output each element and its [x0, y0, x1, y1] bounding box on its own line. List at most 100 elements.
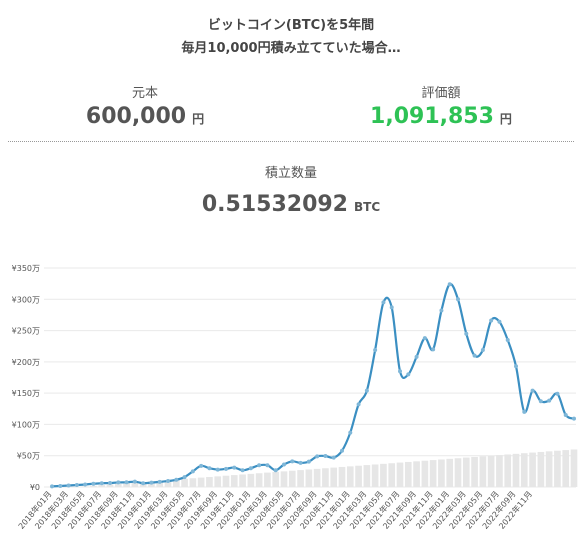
grid-layer [44, 267, 576, 488]
valuation-point [331, 455, 336, 460]
principal-bar [206, 476, 213, 487]
principal-bar [305, 469, 313, 487]
valuation-point [273, 468, 278, 473]
principal-bar [487, 455, 495, 487]
valuation-point [99, 481, 104, 486]
valuation-point [522, 409, 527, 414]
y-tick-label: ¥50万 [17, 452, 40, 461]
valuation-point [464, 331, 469, 336]
valuation-point [141, 481, 146, 486]
valuation-point [422, 336, 427, 341]
principal-bar [247, 473, 255, 487]
valuation-point [58, 483, 63, 488]
valuation-point [248, 466, 253, 471]
principal-number: 600,000 [85, 104, 187, 129]
principal-unit: 円 [192, 112, 205, 126]
valuation-point [182, 475, 187, 480]
principal-bar [297, 470, 304, 487]
principal-bar [512, 453, 520, 487]
valuation-point [166, 479, 170, 484]
principal-bar [454, 458, 462, 487]
principal-bar [313, 468, 321, 487]
valuation-point [373, 347, 378, 352]
valuation-point [315, 454, 320, 459]
valuation-point [364, 388, 369, 393]
y-tick-label: ¥350万 [12, 264, 40, 273]
y-axis-labels: ¥0 ¥50万 ¥100万 ¥150万 ¥200万 ¥250万 ¥300万 ¥350万 [12, 264, 40, 492]
valuation-point [497, 319, 502, 324]
valuation-point [439, 308, 444, 313]
principal-bar [189, 478, 197, 487]
principal-bars [81, 449, 578, 487]
valuation-point [530, 388, 535, 393]
valuation-point [174, 477, 179, 482]
valuation-point [472, 353, 477, 358]
y-tick-label: ¥300万 [12, 295, 40, 304]
valuation-point [290, 459, 295, 464]
valuation-point [381, 300, 386, 305]
valuation-line-path [51, 282, 575, 488]
valuation-point [480, 347, 485, 352]
principal-bar [570, 449, 578, 487]
principal-bar [280, 471, 288, 487]
principal-bar [554, 450, 561, 487]
divider-left [8, 141, 291, 142]
principal-bar [264, 472, 271, 487]
y-tick-label: ¥100万 [12, 420, 40, 429]
valuation-point [224, 466, 228, 471]
principal-bar [355, 465, 362, 487]
y-tick-label: ¥250万 [12, 327, 40, 336]
valuation-point [572, 416, 576, 421]
valuation-point [563, 413, 568, 418]
valuation-point [50, 484, 54, 489]
principal-bar [504, 454, 512, 487]
valuation-point [356, 402, 361, 407]
valuation-point [348, 430, 353, 435]
principal-bar [98, 485, 106, 487]
principal-bar [181, 478, 188, 487]
valuation-line [50, 282, 576, 489]
principal-bar [520, 453, 528, 487]
chart-subtitle: 毎月10,000円積み立てていた場合… [181, 41, 401, 56]
principal-bar [222, 475, 230, 487]
principal-bar [338, 466, 346, 487]
valuation-point [66, 483, 71, 488]
principal-bar [471, 456, 478, 487]
valuation-point [83, 482, 88, 487]
principal-label: 元本 [131, 86, 158, 101]
principal-bar [446, 458, 454, 487]
principal-bar [429, 460, 437, 487]
principal-bar [371, 464, 379, 487]
valuation-point [298, 460, 303, 465]
principal-bar [255, 473, 263, 487]
principal-bar [388, 463, 396, 487]
principal-bar [131, 482, 139, 487]
valuation-point [282, 462, 286, 467]
chart-title: ビットコイン(BTC)を5年間 [207, 18, 375, 33]
accumulation-chart: ¥0 ¥50万 ¥100万 ¥150万 ¥200万 ¥250万 ¥300万 ¥350万 201… [12, 264, 578, 531]
quantity-number: 0.51532092 [201, 192, 348, 217]
valuation-point [456, 297, 460, 302]
valuation-point [240, 468, 245, 473]
valuation-point [323, 454, 328, 459]
valuation-point [406, 372, 411, 377]
principal-bar [537, 451, 545, 487]
valuation-point [389, 305, 394, 310]
principal-bar [330, 467, 338, 487]
valuation-point [190, 469, 195, 474]
principal-bar [380, 463, 387, 487]
valuation-point [207, 466, 212, 471]
principal-bar [396, 462, 404, 487]
valuation-point [132, 479, 137, 484]
y-tick-label: ¥0 [30, 483, 40, 492]
valuation-number: 1,091,853 [370, 104, 494, 129]
valuation-point [116, 480, 121, 485]
valuation-label: 評価額 [421, 86, 461, 101]
valuation-point [547, 398, 552, 403]
valuation-point [149, 480, 154, 485]
valuation-unit: 円 [499, 112, 512, 126]
principal-bar [562, 450, 570, 487]
valuation-point [340, 448, 344, 453]
principal-bar [114, 483, 122, 487]
principal-bar [164, 480, 172, 487]
